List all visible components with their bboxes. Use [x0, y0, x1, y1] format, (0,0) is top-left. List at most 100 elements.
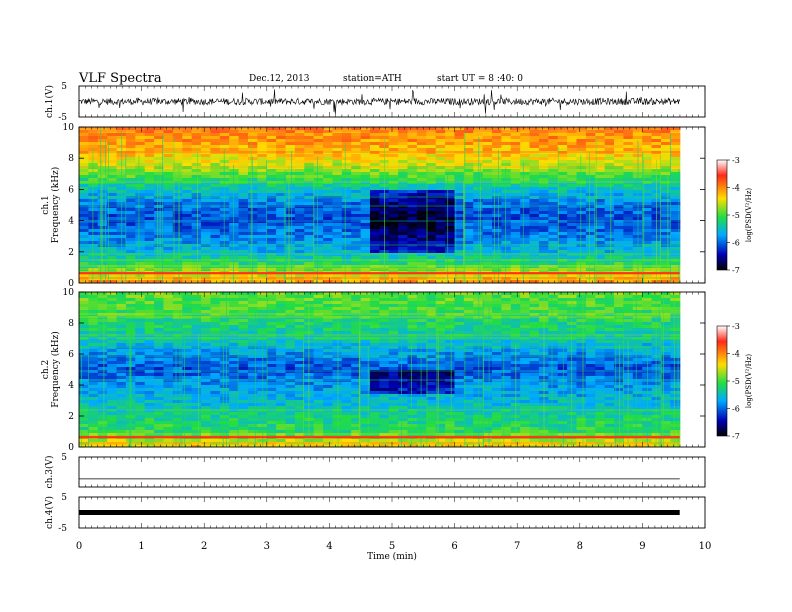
spectrogram-cell — [482, 313, 493, 317]
spectrogram-cell — [88, 262, 99, 266]
spectrogram-cell — [304, 217, 315, 221]
spectrogram-cell — [585, 307, 596, 311]
spectrogram-cell — [642, 307, 653, 311]
spectrogram-cell — [247, 346, 258, 350]
spectrogram-cell — [97, 331, 108, 335]
spectrogram-cell — [445, 199, 456, 203]
spectrogram-cell — [520, 355, 531, 359]
spectrogram-cell — [576, 163, 587, 167]
spectrogram-cell — [595, 187, 606, 191]
spectrogram-cell — [313, 217, 324, 221]
spectrogram-cell — [398, 205, 409, 209]
spectrogram-cell — [304, 268, 315, 272]
spectrogram-cell — [341, 295, 352, 299]
spectrogram-cell — [482, 250, 493, 254]
spectrogram-cell — [144, 217, 155, 221]
spectrogram-cell — [651, 292, 662, 296]
spectrogram-cell — [576, 217, 587, 221]
spectrogram-cell — [369, 205, 380, 209]
spectrogram-cell — [463, 256, 474, 260]
spectrogram-cell — [210, 358, 221, 362]
spectrogram-cell — [257, 262, 268, 266]
spectrogram-cell — [266, 337, 277, 341]
spectrogram-cell — [604, 187, 615, 191]
spectrogram-cell — [632, 361, 643, 365]
spectrogram-cell — [454, 145, 465, 149]
spectrogram-cell — [154, 277, 165, 281]
spectrogram-cell — [238, 160, 249, 164]
spectrogram-cell — [492, 349, 502, 353]
spectrogram-cell — [398, 256, 409, 260]
spectrogram-cell — [473, 346, 484, 350]
spectrogram-cell — [79, 307, 89, 311]
spectrogram-cell — [210, 133, 221, 137]
spectrogram-cell — [229, 253, 240, 257]
spectrogram-cell — [144, 127, 155, 131]
spectrogram-cell — [341, 214, 352, 218]
spectrogram-cell — [463, 304, 474, 308]
spectrogram-cell — [219, 154, 230, 158]
spectrogram-cell — [585, 343, 596, 347]
spectrogram-cell — [229, 193, 240, 197]
spectrogram-cell — [567, 295, 578, 299]
spectrogram-cell — [538, 292, 549, 296]
spectrogram-cell — [341, 292, 352, 296]
chart-title: VLF Spectra — [79, 71, 162, 86]
spectrogram-cell — [482, 226, 493, 230]
spectrogram-cell — [614, 358, 625, 362]
spectrogram-cell — [172, 214, 183, 218]
spectrogram-cell — [332, 352, 343, 356]
spectrogram-cell — [79, 280, 89, 284]
spectrogram-cell — [614, 163, 625, 167]
spectrogram-cell — [369, 127, 380, 131]
spectrogram-cell — [341, 265, 352, 269]
spectrogram-cell — [473, 220, 484, 224]
spectrogram-cell — [304, 169, 315, 173]
spectrogram-cell — [172, 175, 183, 179]
spectrogram-cell — [557, 178, 568, 182]
spectrogram-cell — [88, 133, 99, 137]
spectrogram-cell — [529, 262, 540, 266]
spectrogram-cell — [266, 358, 277, 362]
spectrogram-cell — [585, 349, 596, 353]
spectrogram-cell — [172, 304, 183, 308]
spectrogram-cell — [154, 217, 165, 221]
spectrogram-cell — [510, 292, 521, 296]
spectrogram-cell — [388, 331, 399, 335]
spectrogram-cell — [614, 247, 625, 251]
spectrogram-cell — [79, 130, 89, 134]
spectrogram-cell — [576, 262, 587, 266]
spectrogram-cell — [247, 328, 258, 332]
spectrogram-cell — [398, 292, 409, 296]
spectrogram-cell — [435, 238, 446, 242]
spectrogram-cell — [323, 142, 334, 146]
spectrogram-cell — [135, 139, 146, 143]
spectrogram-cell — [125, 235, 136, 239]
spectrogram-cell — [332, 136, 343, 140]
spectrogram-cell — [407, 259, 418, 263]
spectrogram-cell — [407, 262, 418, 266]
spectrogram-cell — [482, 139, 493, 143]
spectrogram-cell — [201, 277, 212, 281]
spectrogram-cell — [538, 142, 549, 146]
spectrogram-cell — [313, 346, 324, 350]
spectrogram-cell — [520, 328, 531, 332]
spectrogram-cell — [107, 232, 118, 236]
spectrogram-cell — [276, 340, 287, 344]
spectrogram-cell — [670, 172, 681, 176]
spectrogram-cell — [285, 262, 296, 266]
spectrogram-cell — [454, 196, 465, 200]
spectrogram-cell — [670, 355, 681, 359]
spectrogram-cell — [341, 142, 352, 146]
spectrogram-cell — [172, 160, 183, 164]
spectrogram-cell — [294, 133, 305, 137]
spectrogram-cell — [341, 208, 352, 212]
spectrogram-cell — [642, 331, 653, 335]
spectrogram-cell — [125, 172, 136, 176]
spectrogram-cell — [520, 148, 531, 152]
spectrogram-cell — [313, 268, 324, 272]
spectrogram-cell — [135, 292, 146, 296]
spectrogram-cell — [501, 193, 512, 197]
spectrogram-cell — [520, 346, 531, 350]
spectrogram-cell — [369, 352, 380, 356]
